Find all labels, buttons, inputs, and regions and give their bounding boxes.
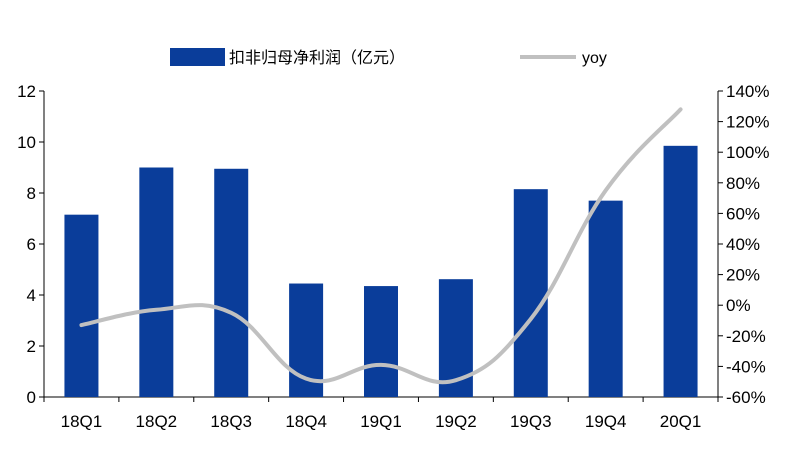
y-right-tick-label: 140% <box>726 82 769 101</box>
y-right-tick-label: 120% <box>726 113 769 132</box>
x-tick-label: 19Q4 <box>585 412 627 431</box>
y-left-tick-label: 12 <box>17 82 36 101</box>
y-left-tick-label: 2 <box>27 337 36 356</box>
yoy-line <box>79 107 683 385</box>
y-left-tick-label: 10 <box>17 133 36 152</box>
y-left-tick-label: 0 <box>27 388 36 407</box>
bar-series <box>64 145 698 397</box>
bar <box>513 189 548 397</box>
y-right-tick-label: 0% <box>726 296 751 315</box>
y-left-tick-label: 8 <box>27 184 36 203</box>
y-left-tick-label: 6 <box>27 235 36 254</box>
x-tick-label: 19Q1 <box>360 412 402 431</box>
bar <box>139 167 174 397</box>
bar <box>364 286 398 397</box>
x-tick-label: 18Q4 <box>285 412 327 431</box>
legend-label-line: yoy <box>582 50 607 67</box>
y-right-tick-label: 40% <box>726 235 760 254</box>
bar <box>663 145 698 397</box>
y-right-tick-label: -60% <box>726 388 766 407</box>
y-right-tick-label: 100% <box>726 143 769 162</box>
y-axis-right-labels: -60% -40% -20% 0% 20% 40% 60% 80% 100% 120% 140% <box>726 82 769 407</box>
y-right-tick-label: 60% <box>726 204 760 223</box>
bar <box>214 168 249 397</box>
x-tick-label: 19Q2 <box>435 412 477 431</box>
legend-label-bar: 扣非归母净利润（亿元） <box>229 49 405 67</box>
x-tick-label: 20Q1 <box>660 412 702 431</box>
x-tick-label: 18Q2 <box>136 412 178 431</box>
y-right-tick-label: 80% <box>726 174 760 193</box>
line-series <box>79 107 683 385</box>
bar <box>588 200 623 397</box>
y-axis-left-labels: 0 2 4 6 8 10 12 <box>17 82 36 407</box>
y-right-tick-label: 20% <box>726 266 760 285</box>
legend: 扣非归母净利润（亿元） yoy <box>170 48 607 67</box>
bar <box>64 214 99 397</box>
y-right-tick-label: -40% <box>726 357 766 376</box>
x-tick-label: 19Q3 <box>510 412 552 431</box>
x-tick-label: 18Q3 <box>210 412 252 431</box>
x-axis-labels: 18Q1 18Q2 18Q3 18Q4 19Q1 19Q2 19Q3 19Q4 20Q1 <box>61 412 702 431</box>
legend-swatch-bar <box>170 48 225 66</box>
y-right-tick-label: -20% <box>726 327 766 346</box>
y-left-tick-label: 4 <box>27 286 36 305</box>
x-tick-label: 18Q1 <box>61 412 103 431</box>
